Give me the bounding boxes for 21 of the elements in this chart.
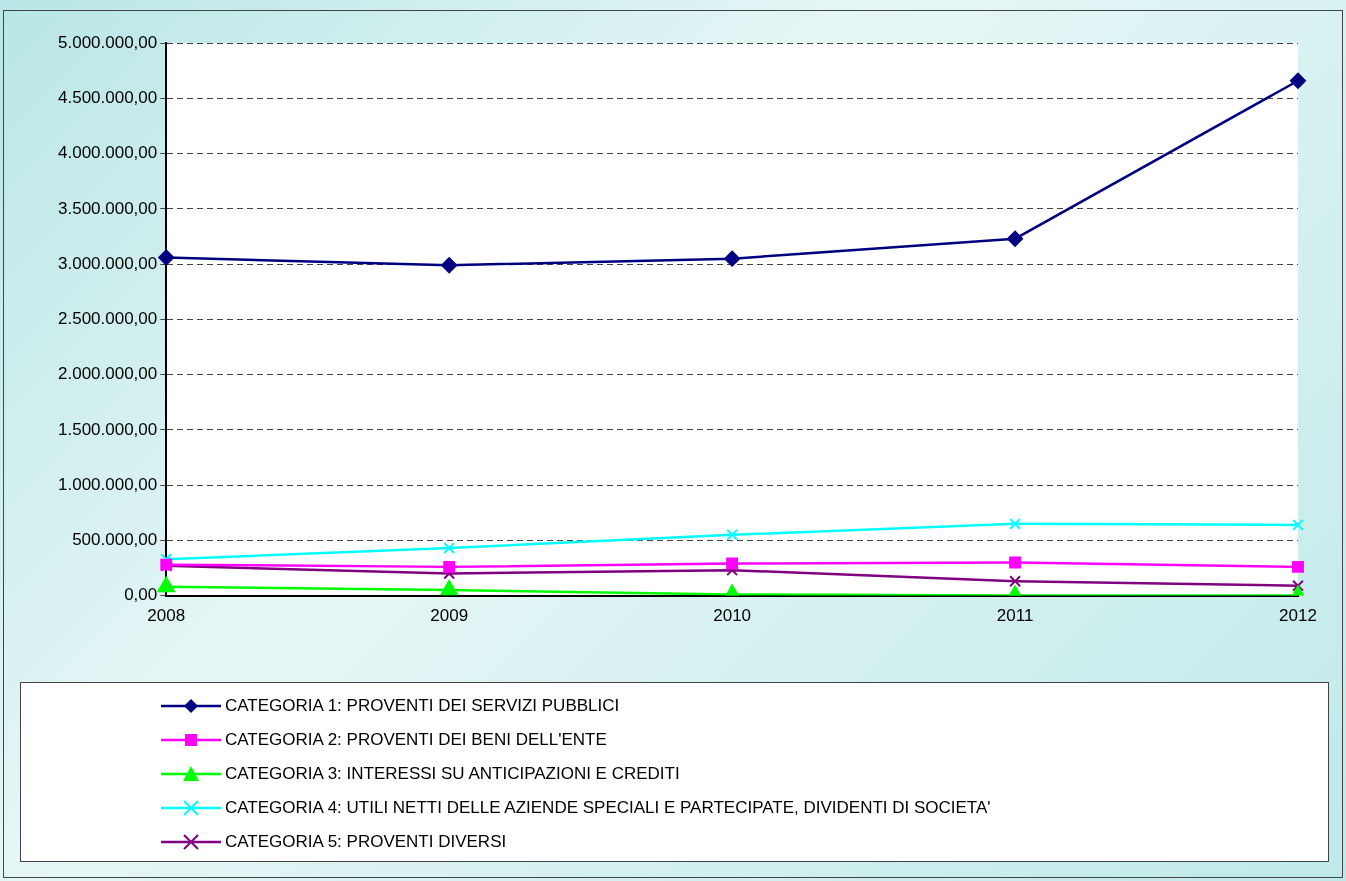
y-tick-label: 1.000.000,00 <box>58 474 158 494</box>
y-tick-label: 500.000,00 <box>72 530 158 550</box>
x-tick-label: 2011 <box>996 606 1034 626</box>
y-tick-label: 5.000.000,00 <box>58 32 158 52</box>
x-tick-label: 2010 <box>713 606 752 626</box>
legend-label: CATEGORIA 4: UTILI NETTI DELLE AZIENDE SPECIALI E PARTECIPATE, DIVIDENTI DI SOCIETA' <box>225 798 991 818</box>
y-tick-label: 3.500.000,00 <box>58 198 158 218</box>
legend-label: CATEGORIA 2: PROVENTI DEI BENI DELL'ENTE <box>225 730 607 750</box>
legend-label: CATEGORIA 3: INTERESSI SU ANTICIPAZIONI E CREDITI <box>225 764 680 784</box>
legend-label: CATEGORIA 1: PROVENTI DEI SERVIZI PUBBLICI <box>225 696 620 716</box>
y-tick-label: 2.000.000,00 <box>58 364 158 384</box>
x-tick-label: 2008 <box>147 606 186 626</box>
y-tick-label: 0,00 <box>124 585 158 605</box>
x-tick-label: 2009 <box>430 606 469 626</box>
y-tick-label: 3.000.000,00 <box>58 253 158 273</box>
x-tick-label: 2012 <box>1279 606 1317 626</box>
y-tick-label: 4.500.000,00 <box>58 88 158 108</box>
y-tick-label: 4.000.000,00 <box>58 143 158 163</box>
legend-label: CATEGORIA 5: PROVENTI DIVERSI <box>225 832 507 852</box>
y-tick-label: 2.500.000,00 <box>58 309 158 329</box>
y-tick-label: 1.500.000,00 <box>58 419 158 439</box>
